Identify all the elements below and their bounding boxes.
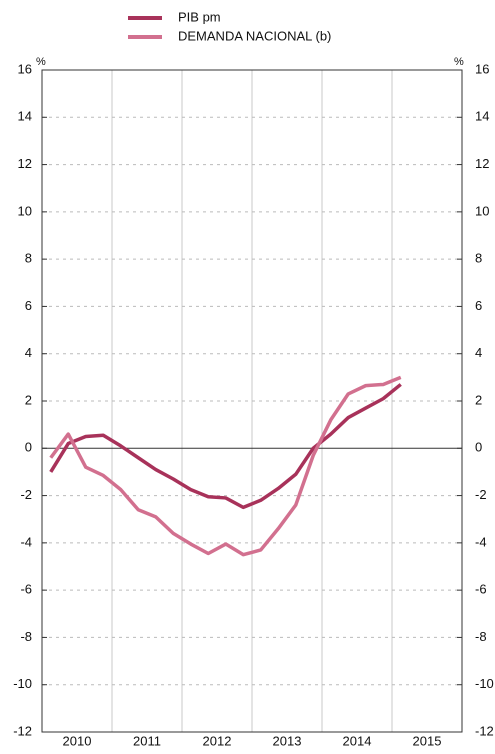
x-tick-label: 2014 [343,733,372,748]
y-tick-label: -8 [20,629,32,644]
y2-tick-label: 4 [475,345,482,360]
y-tick-label: 16 [18,61,32,76]
y2-unit: % [454,56,464,68]
legend-label: PIB pm [178,9,221,24]
y2-tick-label: 6 [475,298,482,313]
x-tick-label: 2012 [203,733,232,748]
y2-tick-label: -8 [475,629,487,644]
y2-tick-label: -12 [475,723,494,738]
x-tick-label: 2011 [133,733,161,748]
y-unit: % [36,56,46,68]
x-tick-label: 2010 [63,733,92,748]
plot-frame [41,69,463,733]
y-tick-label: 6 [25,298,32,313]
x-tick-label: 2015 [413,733,442,748]
line-series [49,375,402,557]
line-series [49,383,402,510]
legend-label: DEMANDA NACIONAL (b) [178,28,331,43]
y2-tick-label: 2 [475,392,482,407]
y-tick-label: 4 [25,345,32,360]
y-tick-label: -6 [20,582,32,597]
y-tick-label: 0 [25,440,32,455]
y2-tick-label: -2 [475,487,487,502]
y-tick-label: -4 [20,534,32,549]
y-tick-label: -10 [13,676,32,691]
y2-tick-label: 10 [475,203,489,218]
y-tick-label: 10 [18,203,32,218]
y2-tick-label: 8 [475,251,482,266]
y2-tick-label: 0 [475,440,482,455]
y-tick-label: 2 [25,392,32,407]
y2-tick-label: 12 [475,156,489,171]
y-tick-label: 14 [18,109,32,124]
y-tick-label: 8 [25,251,32,266]
y-tick-label: 12 [18,156,32,171]
y2-tick-label: 16 [475,61,489,76]
y-tick-label: -12 [13,723,32,738]
y2-tick-label: -10 [475,676,494,691]
y2-tick-label: 14 [475,109,489,124]
y2-tick-label: -6 [475,582,487,597]
y2-tick-label: -4 [475,534,487,549]
y-tick-label: -2 [20,487,32,502]
x-tick-label: 2013 [273,733,302,748]
